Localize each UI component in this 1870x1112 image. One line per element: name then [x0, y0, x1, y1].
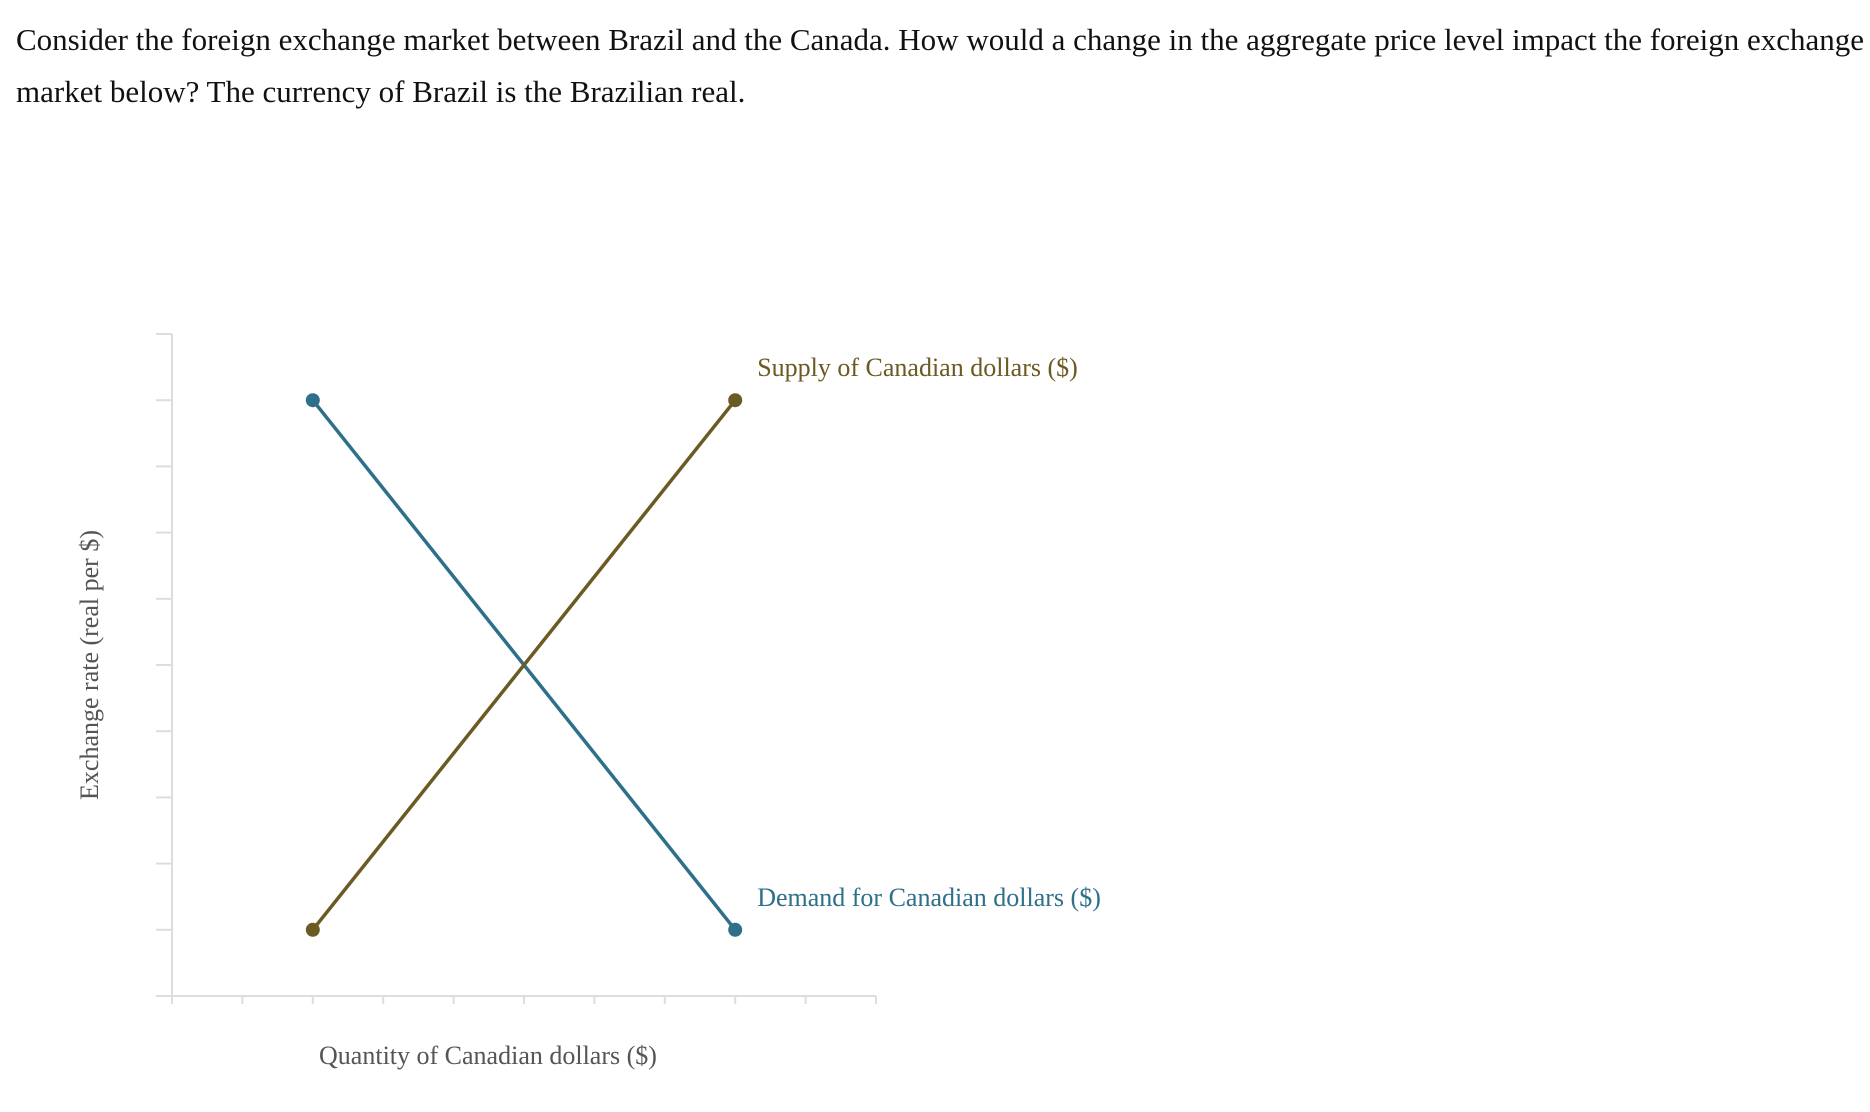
curve [311, 399, 737, 931]
endpoint [305, 393, 320, 408]
endpoint [728, 393, 743, 408]
y-axis-label: Exchange rate (real per $) [75, 530, 104, 800]
x-axis-label: Quantity of Canadian dollars ($) [319, 1041, 657, 1070]
endpoint [728, 922, 743, 937]
endpoint [305, 922, 320, 937]
question: Consider the foreign exchange market bet… [16, 22, 1865, 109]
series-label: Demand for Canadian dollars ($) [757, 883, 1101, 912]
series-label: Supply of Canadian dollars ($) [757, 353, 1078, 382]
